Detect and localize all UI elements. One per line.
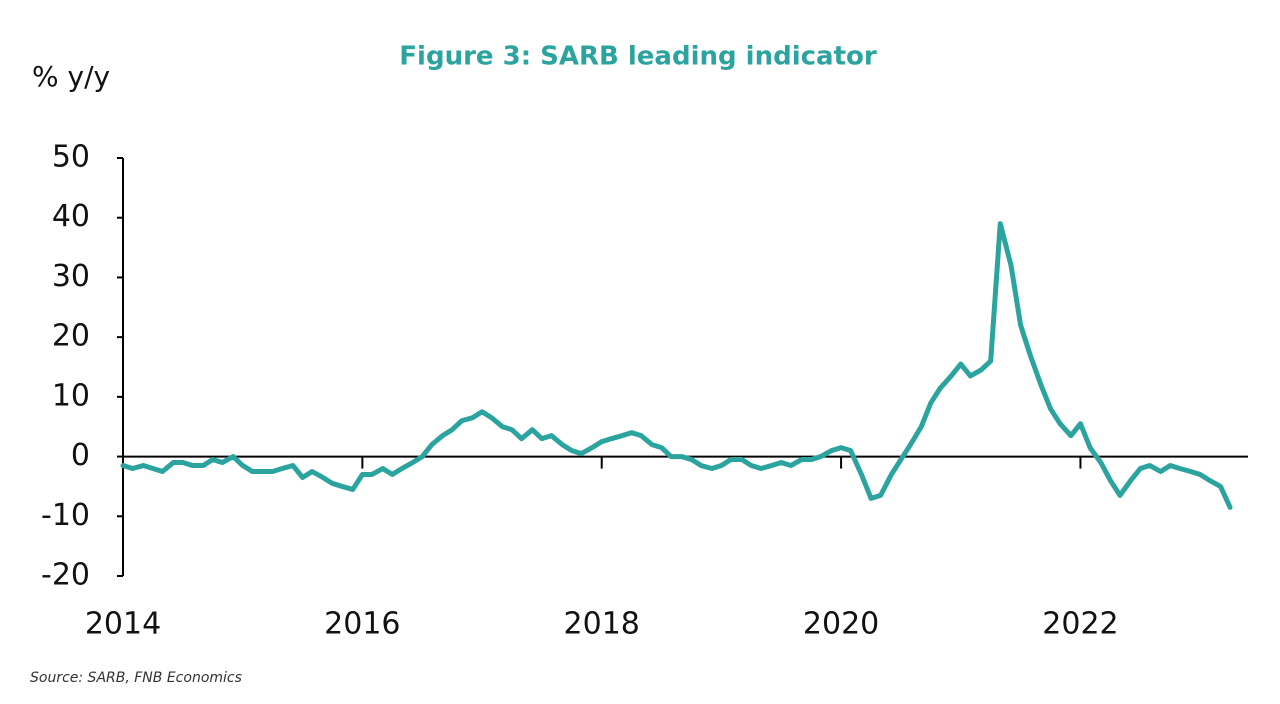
y-tick-label: 50 <box>52 140 90 175</box>
source: Source: SARB, FNB Economics <box>30 670 242 686</box>
chart-title: Figure 3: SARB leading indicator <box>399 42 877 72</box>
x-tick-label: 2016 <box>324 607 400 642</box>
y-tick-label: -20 <box>41 558 90 593</box>
data-line <box>120 221 1233 510</box>
y-tick-label: 30 <box>52 259 90 294</box>
x-tick-label: 2014 <box>85 607 161 642</box>
y-axis-label: % y/y <box>32 60 110 93</box>
y-tick-label: -10 <box>41 498 90 533</box>
x-tick-label: 2020 <box>803 607 879 642</box>
x-tick-label: 2022 <box>1042 607 1118 642</box>
y-tick-label: 0 <box>71 438 90 473</box>
y-tick-label: 20 <box>52 319 90 354</box>
y-tick-label: 10 <box>52 378 90 413</box>
x-tick-label: 2018 <box>564 607 640 642</box>
y-tick-label: 40 <box>52 199 90 234</box>
